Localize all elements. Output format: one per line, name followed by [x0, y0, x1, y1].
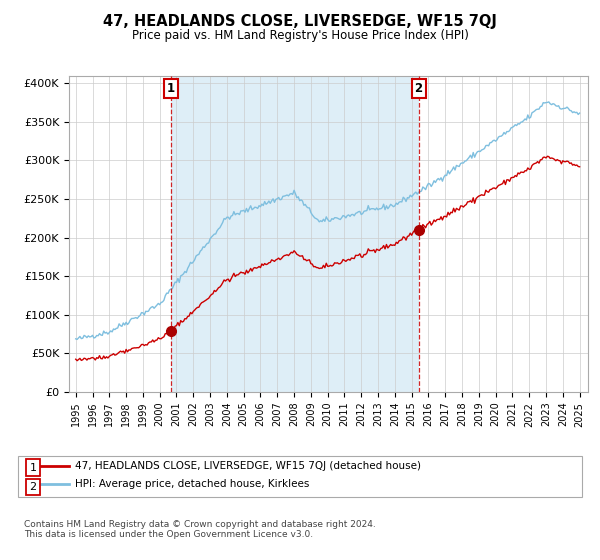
Text: HPI: Average price, detached house, Kirklees: HPI: Average price, detached house, Kirk…	[75, 479, 310, 489]
Text: 29-AUG-2000: 29-AUG-2000	[63, 461, 142, 474]
Text: 1% ↓ HPI: 1% ↓ HPI	[336, 480, 391, 494]
Text: 47, HEADLANDS CLOSE, LIVERSEDGE, WF15 7QJ: 47, HEADLANDS CLOSE, LIVERSEDGE, WF15 7Q…	[103, 14, 497, 29]
Text: 1: 1	[29, 463, 37, 473]
Text: Contains HM Land Registry data © Crown copyright and database right 2024.
This d: Contains HM Land Registry data © Crown c…	[24, 520, 376, 539]
Text: Price paid vs. HM Land Registry's House Price Index (HPI): Price paid vs. HM Land Registry's House …	[131, 29, 469, 42]
Text: 2: 2	[29, 482, 37, 492]
Text: £79,500: £79,500	[210, 461, 259, 474]
Text: 47, HEADLANDS CLOSE, LIVERSEDGE, WF15 7QJ (detached house): 47, HEADLANDS CLOSE, LIVERSEDGE, WF15 7Q…	[75, 461, 421, 472]
Bar	[171, 76, 419, 392]
Text: 1: 1	[167, 82, 175, 95]
Text: 2: 2	[415, 82, 422, 95]
Text: 28-MAY-2015: 28-MAY-2015	[63, 480, 139, 494]
Text: 13% ↓ HPI: 13% ↓ HPI	[336, 461, 398, 474]
Text: £210,000: £210,000	[210, 480, 266, 494]
